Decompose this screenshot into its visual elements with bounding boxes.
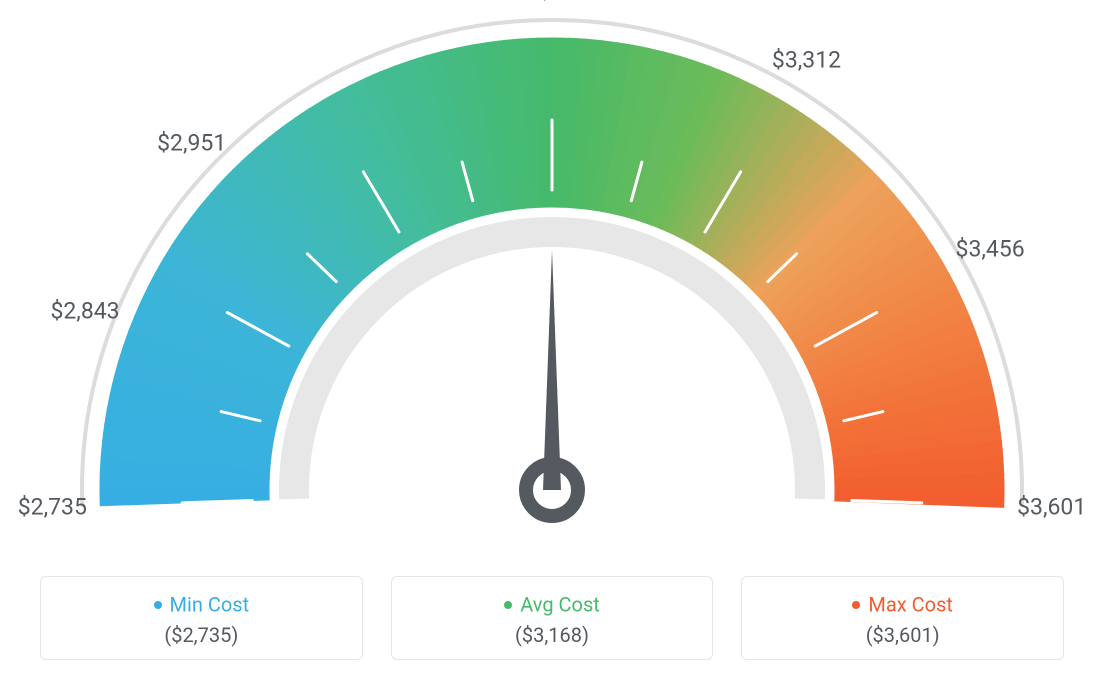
min-cost-title: Min Cost: [51, 591, 352, 617]
min-cost-card: Min Cost ($2,735): [40, 576, 363, 660]
gauge-tick-label: $2,735: [18, 494, 87, 521]
avg-cost-value: ($3,168): [402, 623, 703, 647]
summary-cards: Min Cost ($2,735) Avg Cost ($3,168) Max …: [40, 576, 1064, 660]
min-cost-value: ($2,735): [51, 623, 352, 647]
gauge-tick-label: $3,456: [956, 236, 1025, 263]
max-cost-card: Max Cost ($3,601): [741, 576, 1064, 660]
gauge-svg: [0, 0, 1104, 560]
avg-cost-title-text: Avg Cost: [520, 593, 600, 617]
gauge-chart: $2,735 $2,843 $2,951 $3,168 $3,312 $3,456 $3,6…: [0, 0, 1104, 560]
max-cost-title: Max Cost: [752, 591, 1053, 617]
gauge-tick-label: $2,843: [50, 298, 119, 325]
gauge-tick-label: $3,168: [517, 0, 586, 4]
avg-cost-card: Avg Cost ($3,168): [391, 576, 714, 660]
avg-cost-title: Avg Cost: [402, 591, 703, 617]
max-cost-title-text: Max Cost: [868, 593, 953, 617]
avg-dot-icon: [504, 601, 512, 609]
gauge-tick-label: $3,601: [1017, 494, 1086, 521]
gauge-tick-label: $2,951: [157, 130, 226, 157]
max-dot-icon: [852, 601, 860, 609]
min-cost-title-text: Min Cost: [170, 593, 250, 617]
max-cost-value: ($3,601): [752, 623, 1053, 647]
min-dot-icon: [154, 601, 162, 609]
gauge-tick-label: $3,312: [772, 46, 841, 73]
